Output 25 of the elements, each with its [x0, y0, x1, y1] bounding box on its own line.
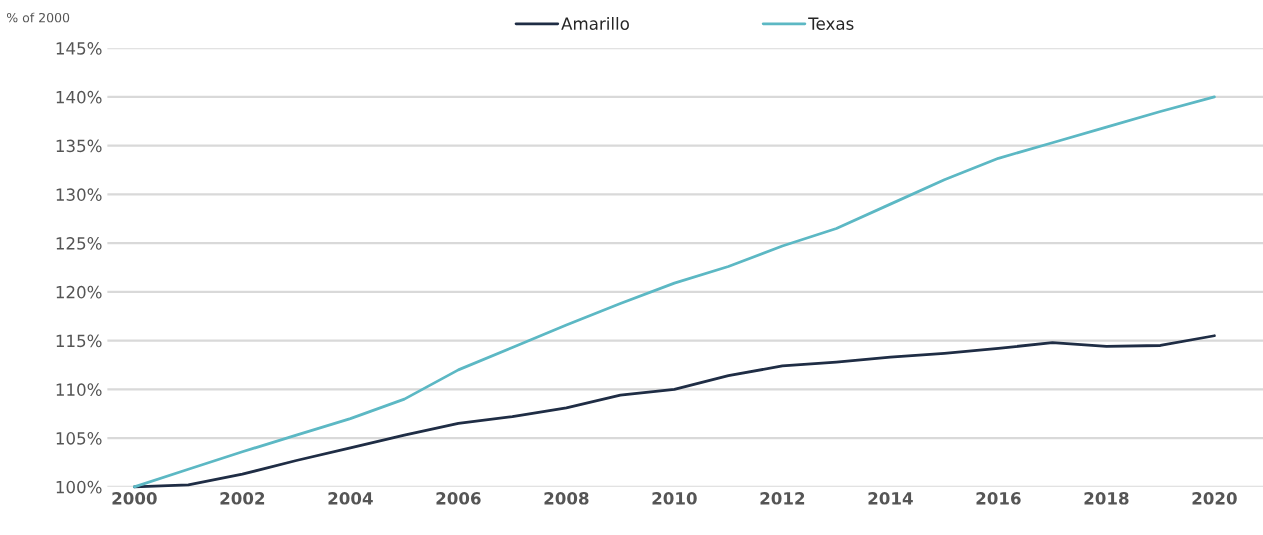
x-tick-label: 2006	[436, 492, 481, 505]
y-tick-label: 105%	[56, 432, 102, 445]
y-tick-label: 110%	[56, 383, 102, 396]
y-tick-label: 140%	[56, 90, 102, 104]
x-tick-label: 2010	[652, 492, 697, 505]
y-tick-label: 125%	[56, 237, 102, 250]
y-tick-label: 135%	[56, 139, 102, 153]
x-tick-label: 2000	[112, 492, 157, 505]
x-tick-label: 2014	[868, 492, 913, 505]
x-tick-label: 2002	[220, 492, 265, 505]
y-tick-label: 100%	[56, 480, 102, 494]
y-tick-label: 115%	[56, 334, 102, 348]
x-tick-label: 2004	[328, 492, 373, 505]
x-tick-label: 2012	[760, 492, 805, 505]
y-tick-label: 120%	[56, 285, 102, 299]
x-tick-label: 2008	[544, 492, 589, 505]
x-tick-label: 2018	[1084, 492, 1129, 505]
y-tick-label: 145%	[56, 42, 102, 55]
y-axis-title: % of 2000	[7, 12, 70, 23]
x-tick-label: 2020	[1192, 492, 1237, 505]
legend-label: Texas	[808, 17, 854, 30]
legend-label: Amarillo	[561, 17, 629, 30]
x-tick-label: 2016	[976, 492, 1021, 505]
y-tick-label: 130%	[56, 188, 102, 201]
line-series	[132, 95, 1216, 489]
